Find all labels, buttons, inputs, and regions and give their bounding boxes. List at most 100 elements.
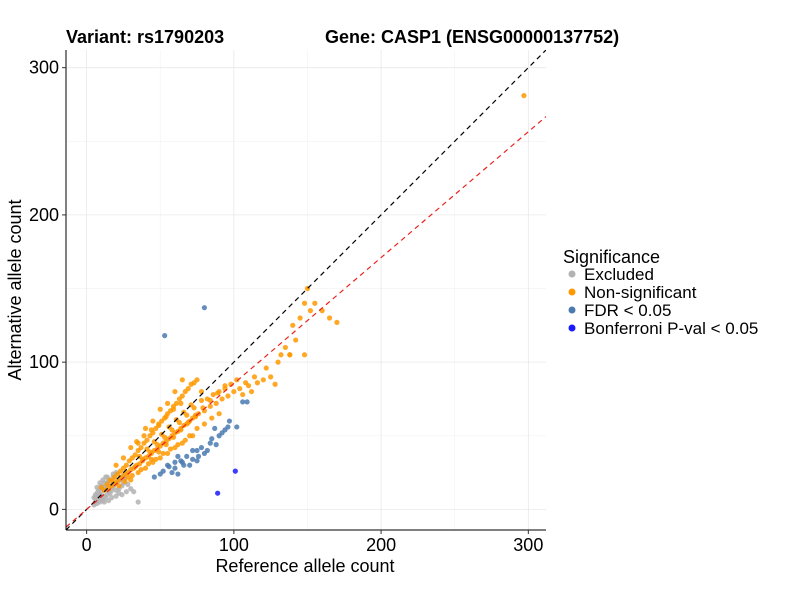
data-point [91, 495, 97, 501]
data-point [150, 418, 156, 424]
data-point [198, 444, 205, 451]
y-tick-label: 100 [29, 352, 59, 372]
data-point [138, 467, 144, 473]
data-point [122, 478, 128, 485]
legend-label: Non-significant [584, 283, 697, 302]
data-point [190, 447, 196, 454]
data-points [91, 93, 527, 508]
data-point [172, 465, 178, 471]
data-point [282, 344, 288, 351]
legend-key [568, 306, 576, 314]
legend-item: Non-significant [568, 283, 697, 302]
data-point [263, 365, 269, 371]
data-point [125, 474, 131, 480]
data-point [213, 400, 219, 406]
data-point [254, 380, 261, 386]
data-point [157, 455, 163, 461]
data-point [185, 386, 191, 392]
data-point [301, 300, 308, 306]
legend-item: Bonferroni P-val < 0.05 [568, 319, 758, 338]
data-point [160, 450, 166, 457]
data-point [178, 400, 184, 406]
data-point [226, 418, 233, 424]
legend-title: Significance [563, 247, 660, 267]
data-point [151, 474, 157, 480]
data-point [194, 458, 200, 464]
data-point [209, 436, 215, 442]
data-point [194, 425, 200, 432]
legend-item: FDR < 0.05 [568, 301, 671, 320]
grid-lines [66, 50, 546, 530]
series-excluded [91, 469, 141, 508]
series-fdr-0-05 [151, 305, 250, 480]
reference-line-fit [66, 116, 546, 528]
data-point [268, 374, 274, 380]
data-point [287, 352, 293, 358]
data-point [135, 499, 141, 505]
data-point [240, 391, 246, 398]
data-point [179, 393, 185, 399]
data-point [129, 472, 135, 479]
data-point [170, 406, 177, 412]
data-point [307, 308, 314, 314]
data-point [94, 484, 100, 490]
series-bonferroni-p-val-0-05 [215, 468, 238, 496]
data-point [201, 305, 208, 311]
data-point [187, 462, 193, 468]
data-point [207, 397, 213, 404]
data-point [234, 377, 240, 383]
data-point [97, 480, 103, 486]
data-point [182, 437, 188, 443]
data-point [521, 93, 527, 99]
data-point [148, 427, 154, 433]
data-point [172, 459, 178, 465]
data-point [153, 456, 159, 462]
legend-key [568, 270, 576, 278]
data-point [293, 337, 299, 343]
legend-label: Excluded [584, 265, 654, 284]
data-point [132, 464, 138, 470]
data-point [215, 390, 221, 396]
data-point [106, 497, 112, 504]
data-point [278, 352, 284, 358]
y-tick-label: 0 [49, 499, 59, 519]
chart-title-gene: Gene: CASP1 (ENSG00000137752) [325, 27, 619, 47]
data-point [225, 424, 231, 430]
data-point [179, 377, 185, 383]
data-point [225, 393, 231, 399]
data-point [184, 453, 190, 459]
data-point [145, 461, 152, 467]
data-point [173, 400, 180, 406]
data-point [272, 381, 278, 387]
data-point [312, 300, 318, 306]
data-point [219, 396, 225, 402]
legend-label: FDR < 0.05 [584, 301, 671, 320]
x-tick-label: 100 [219, 535, 249, 555]
data-point [195, 453, 202, 459]
data-point [190, 456, 196, 462]
data-point [162, 333, 168, 339]
data-point [210, 391, 216, 398]
data-point [192, 412, 199, 418]
data-point [148, 456, 154, 462]
y-tick-label: 200 [29, 205, 59, 225]
data-point [144, 437, 150, 443]
data-point [116, 483, 122, 489]
data-point [237, 386, 243, 392]
data-point [334, 319, 340, 325]
data-point [212, 425, 218, 432]
data-point [101, 487, 107, 493]
data-point [156, 449, 162, 455]
x-axis-title: Reference allele count [215, 556, 394, 576]
data-point [244, 399, 250, 405]
data-point [123, 462, 129, 468]
data-point [138, 444, 144, 451]
reference-lines [66, 50, 546, 530]
data-point [172, 388, 178, 395]
data-point [178, 427, 184, 433]
data-point [132, 452, 138, 458]
legend-key [568, 288, 576, 296]
data-point [109, 483, 115, 489]
data-point [204, 447, 210, 454]
